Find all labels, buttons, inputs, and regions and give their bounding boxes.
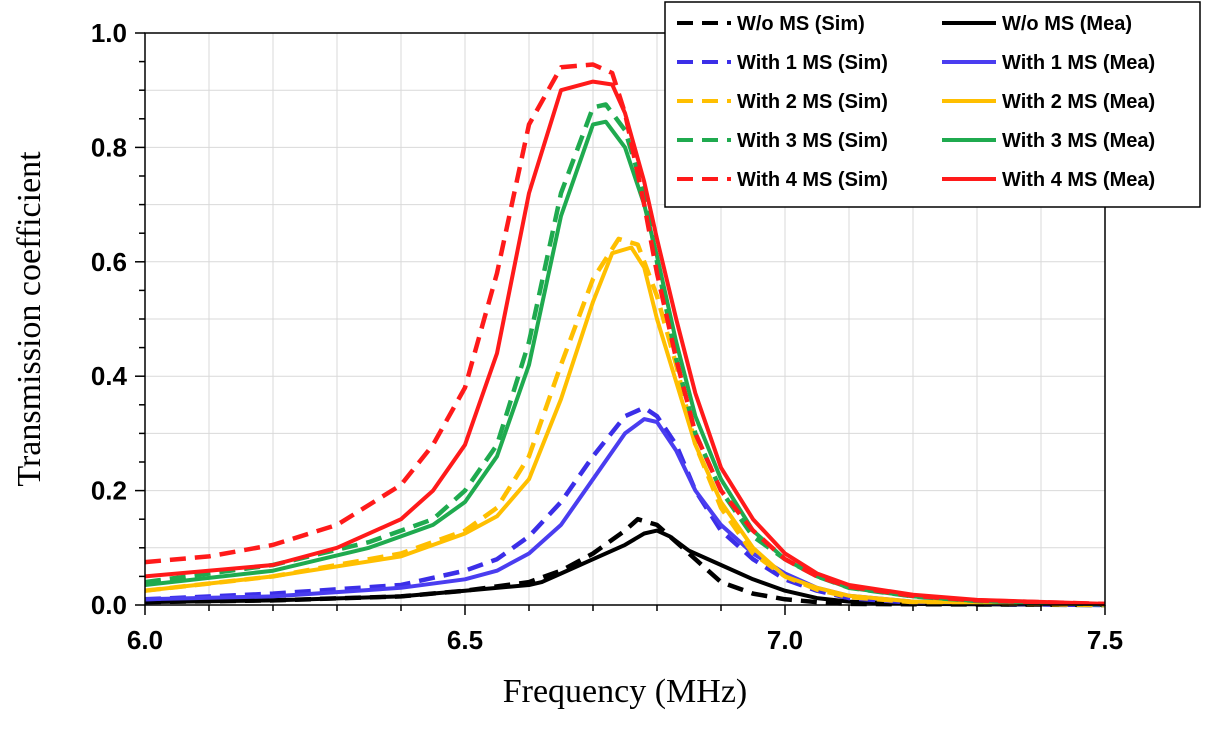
- legend-entry-label: W/o MS (Sim): [737, 13, 865, 35]
- y-tick-labels: 0.0 0.2 0.4 0.6 0.8 1.0: [91, 18, 128, 620]
- x-tick-label: 7.0: [767, 625, 803, 655]
- legend-entry-label: With 4 MS (Sim): [737, 169, 888, 191]
- x-tick-label: 6.5: [447, 625, 483, 655]
- x-tick-label: 7.5: [1087, 625, 1123, 655]
- y-tick-label: 0.4: [91, 361, 128, 391]
- series-line-with-2-ms-mea: [144, 245, 1106, 607]
- legend-entry-label: W/o MS (Mea): [1002, 13, 1132, 35]
- legend-entry-label: With 1 MS (Sim): [737, 52, 888, 74]
- y-tick-label: 0.6: [91, 247, 127, 277]
- legend-entry-label: With 2 MS (Sim): [737, 91, 888, 113]
- series-line-w-o-ms-sim: [144, 516, 1106, 608]
- series-line-w-o-ms-mea: [144, 528, 1106, 607]
- y-tick-label: 1.0: [91, 18, 127, 48]
- legend-entry-label: With 4 MS (Mea): [1002, 169, 1155, 191]
- legend-entry-label: With 3 MS (Sim): [737, 130, 888, 152]
- series-line-with-2-ms-sim: [144, 236, 1106, 608]
- legend-entry-label: With 1 MS (Mea): [1002, 52, 1155, 74]
- legend-entry-label: With 3 MS (Mea): [1002, 130, 1155, 152]
- axis-ticks: [135, 32, 1106, 615]
- y-axis-title: Transmission coefficient: [11, 151, 48, 487]
- x-axis-title: Frequency (MHz): [503, 673, 748, 710]
- legend-entry-label: With 2 MS (Mea): [1002, 91, 1155, 113]
- series-layer: [144, 62, 1106, 608]
- x-tick-labels: 6.0 6.5 7.0 7.5: [127, 625, 1123, 655]
- x-tick-label: 6.0: [127, 625, 163, 655]
- y-tick-label: 0.2: [91, 476, 127, 506]
- y-tick-label: 0.8: [91, 132, 127, 162]
- y-tick-label: 0.0: [91, 590, 127, 620]
- series-line-with-4-ms-mea: [144, 79, 1106, 606]
- legend: W/o MS (Sim) With 1 MS (Sim) With 2 MS (Si…: [664, 1, 1201, 208]
- series-line-with-1-ms-mea: [144, 417, 1106, 607]
- legend-box: [664, 1, 1201, 208]
